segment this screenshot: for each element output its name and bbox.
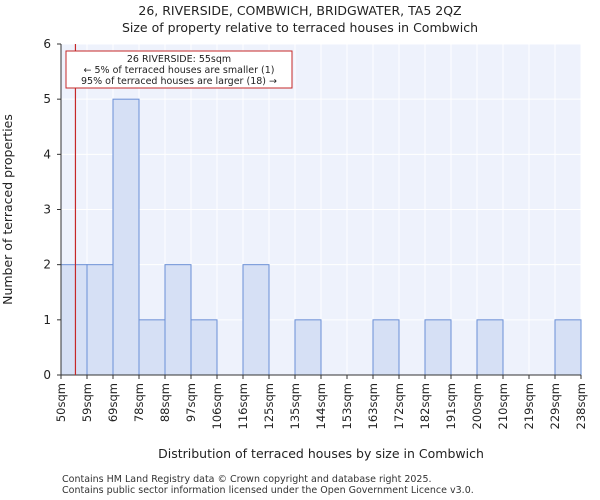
x-tick-label: 106sqm — [210, 383, 224, 429]
y-tick-label: 4 — [43, 147, 51, 161]
bar-59sqm — [86, 264, 114, 376]
annotation-line: ← 5% of terraced houses are smaller (1) — [84, 65, 275, 76]
y-axis-title: Number of terraced properties — [0, 114, 15, 305]
x-tick-label: 135sqm — [288, 383, 302, 429]
x-tick-label: 163sqm — [366, 383, 380, 429]
bar-135sqm — [294, 319, 322, 376]
chart-title-address: 26, RIVERSIDE, COMBWICH, BRIDGWATER, TA5… — [138, 3, 462, 18]
bar-116sqm — [242, 264, 270, 376]
bar-97sqm — [190, 319, 218, 376]
x-tick-label: 116sqm — [236, 383, 250, 429]
footer-attribution-2: Contains public sector information licen… — [62, 485, 474, 496]
x-tick-label: 59sqm — [80, 383, 94, 422]
annotation-line: 26 RIVERSIDE: 55sqm — [127, 54, 231, 65]
y-tick-label: 5 — [43, 92, 51, 106]
y-tick-label: 6 — [43, 37, 51, 51]
bar-182sqm — [424, 319, 452, 376]
x-tick-label: 97sqm — [184, 383, 198, 422]
x-tick-label: 229sqm — [548, 383, 562, 429]
bar-78sqm — [138, 319, 166, 376]
x-tick-label: 69sqm — [106, 383, 120, 422]
y-tick-label: 3 — [43, 203, 51, 217]
y-tick-label: 2 — [43, 258, 51, 272]
chart-title: Size of property relative to terraced ho… — [121, 20, 479, 35]
x-tick-label: 200sqm — [470, 383, 484, 429]
y-tick-label: 0 — [43, 368, 51, 382]
y-tick-label: 1 — [43, 313, 51, 327]
x-tick-label: 78sqm — [132, 383, 146, 422]
x-tick-label: 191sqm — [444, 383, 458, 429]
x-tick-label: 153sqm — [340, 383, 354, 429]
bar-88sqm — [164, 264, 192, 376]
bar-163sqm — [372, 319, 400, 376]
x-tick-label: 172sqm — [392, 383, 406, 429]
x-tick-label: 210sqm — [496, 383, 510, 429]
bar-69sqm — [112, 98, 140, 376]
x-tick-label: 144sqm — [314, 383, 328, 429]
bar-50sqm — [60, 264, 88, 376]
annotation-box — [65, 50, 293, 89]
x-tick-label: 182sqm — [418, 383, 432, 429]
x-tick-label: 50sqm — [54, 383, 68, 422]
footer-attribution-1: Contains HM Land Registry data © Crown c… — [62, 474, 432, 485]
bar-200sqm — [476, 319, 504, 376]
x-tick-label: 238sqm — [574, 383, 588, 429]
histogram-chart: 0 1 2 3 4 5 6 50sqm 59sqm 69sqm 78sqm 88sqm 97sqm 106… — [0, 37, 588, 461]
x-axis-title: Distribution of terraced houses by size … — [158, 446, 484, 461]
x-tick-label: 125sqm — [262, 383, 276, 429]
x-tick-label: 88sqm — [158, 383, 172, 422]
x-tick-label: 219sqm — [522, 383, 536, 429]
bar-229sqm — [554, 319, 582, 376]
annotation-line: 95% of terraced houses are larger (18) → — [81, 76, 277, 87]
